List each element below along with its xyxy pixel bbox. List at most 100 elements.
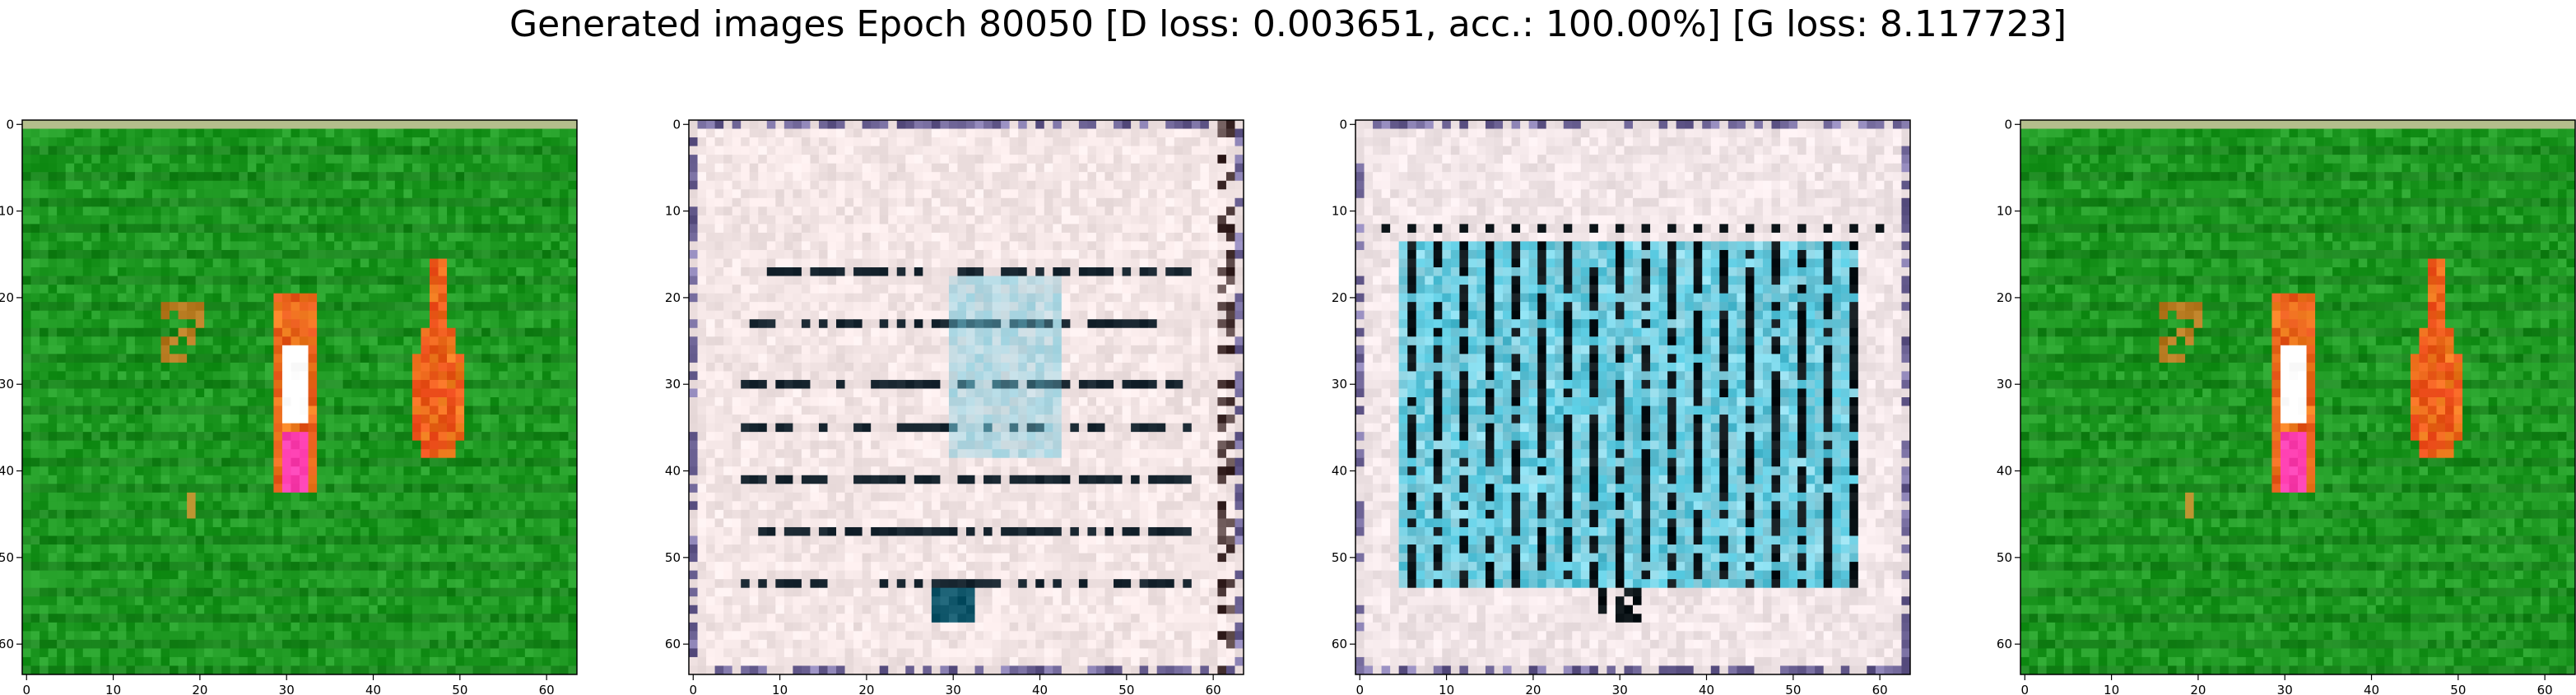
image-pixel: [74, 327, 84, 337]
image-pixel: [291, 415, 300, 424]
image-pixel: [1191, 137, 1201, 146]
image-pixel: [273, 354, 283, 364]
image-pixel: [239, 440, 249, 450]
image-pixel: [1165, 206, 1175, 216]
image-pixel: [256, 379, 266, 389]
image-pixel: [65, 475, 75, 484]
image-pixel: [30, 249, 40, 259]
image-pixel: [403, 526, 413, 536]
image-pixel: [204, 258, 214, 268]
image-pixel: [421, 224, 430, 234]
image-pixel: [412, 232, 421, 242]
image-pixel: [40, 509, 49, 519]
image-pixel: [1225, 120, 1235, 129]
image-pixel: [134, 562, 144, 572]
image-pixel: [65, 562, 75, 572]
image-pixel: [706, 224, 715, 234]
image-pixel: [1095, 163, 1105, 173]
image-pixel: [386, 639, 396, 649]
image-pixel: [542, 475, 551, 484]
image-pixel: [178, 518, 188, 528]
image-pixel: [109, 518, 119, 528]
image-pixel: [281, 475, 291, 484]
image-pixel: [551, 379, 560, 389]
image-pixel: [1044, 215, 1053, 225]
image-pixel: [109, 631, 119, 641]
image-pixel: [300, 397, 309, 406]
image-pixel: [170, 276, 179, 285]
image-pixel: [126, 397, 136, 406]
image-pixel: [542, 570, 551, 580]
image-pixel: [151, 614, 161, 623]
image-pixel: [30, 120, 40, 129]
image-pixel: [134, 232, 144, 242]
image-pixel: [143, 614, 153, 623]
image-pixel: [74, 423, 84, 433]
image-pixel: [1104, 206, 1114, 216]
image-pixel: [455, 631, 465, 641]
image-pixel: [291, 206, 300, 216]
image-pixel: [239, 128, 249, 138]
image-pixel: [369, 180, 379, 190]
image-pixel: [151, 249, 161, 259]
image-pixel: [766, 224, 776, 234]
image-pixel: [542, 336, 551, 346]
image-pixel: [256, 535, 266, 545]
image-pixel: [507, 336, 517, 346]
image-pixel: [134, 526, 144, 536]
image-pixel: [100, 432, 109, 442]
image-pixel: [1009, 224, 1019, 234]
image-pixel: [377, 492, 387, 502]
image-pixel: [291, 388, 300, 398]
image-pixel: [507, 579, 517, 589]
image-pixel: [178, 605, 188, 614]
image-pixel: [239, 180, 249, 190]
image-pixel: [100, 509, 109, 519]
image-pixel: [551, 120, 560, 129]
image-pixel: [325, 163, 335, 173]
image-pixel: [230, 648, 239, 658]
image-pixel: [1018, 163, 1028, 173]
image-pixel: [714, 215, 724, 225]
image-pixel: [394, 397, 404, 406]
image-pixel: [940, 224, 950, 234]
image-pixel: [178, 656, 188, 666]
image-pixel: [178, 197, 188, 207]
image-pixel: [706, 155, 715, 164]
image-pixel: [1148, 172, 1158, 182]
image-pixel: [291, 484, 300, 493]
image-pixel: [403, 518, 413, 528]
image-pixel: [499, 224, 509, 234]
image-pixel: [1225, 180, 1235, 190]
image-pixel: [212, 354, 222, 364]
image-pixel: [412, 197, 421, 207]
image-pixel: [923, 232, 932, 242]
image-pixel: [377, 509, 387, 519]
image-pixel: [1070, 155, 1080, 164]
image-pixel: [853, 146, 863, 155]
image-pixel: [905, 172, 915, 182]
image-pixel: [134, 276, 144, 285]
image-pixel: [57, 665, 67, 675]
image-pixel: [351, 656, 361, 666]
image-pixel: [109, 484, 119, 493]
image-pixel: [1122, 180, 1132, 190]
image-pixel: [896, 155, 906, 164]
image-pixel: [369, 379, 379, 389]
image-pixel: [109, 553, 119, 563]
image-pixel: [507, 310, 517, 320]
image-pixel: [386, 665, 396, 675]
image-pixel: [490, 336, 500, 346]
image-pixel: [818, 197, 828, 207]
image-pixel: [57, 587, 67, 597]
image-pixel: [230, 596, 239, 606]
image-pixel: [421, 457, 430, 467]
image-pixel: [464, 484, 474, 493]
image-pixel: [360, 665, 370, 675]
image-pixel: [481, 631, 491, 641]
image-pixel: [429, 189, 439, 199]
image-pixel: [429, 362, 439, 372]
image-pixel: [403, 155, 413, 164]
image-pixel: [109, 189, 119, 199]
image-pixel: [160, 180, 170, 190]
